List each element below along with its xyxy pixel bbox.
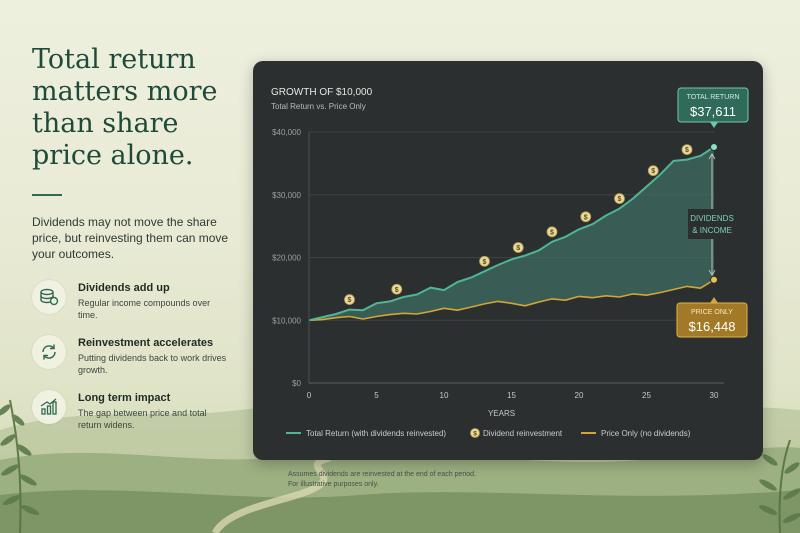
dollar-coin-icon xyxy=(614,193,625,204)
feature-description: Regular income compounds over time. xyxy=(78,298,211,320)
dollar-coin-icon xyxy=(479,255,490,267)
feature-title: Dividends add up xyxy=(78,282,170,294)
chart-title: GROWTH OF $10,000 xyxy=(271,87,373,98)
headline-divider xyxy=(32,194,62,196)
feature-title: Long term impact xyxy=(78,392,171,404)
dollar-coin-icon xyxy=(546,226,558,238)
arrow-up-icon xyxy=(708,152,716,160)
y-tick-label: $20,000 xyxy=(272,254,301,263)
fern-right-icon xyxy=(758,439,800,533)
footnote: Assumes dividends are reinvested at the … xyxy=(288,470,476,490)
arrow-down-icon xyxy=(708,269,716,277)
dividend-marker-symbol: $ xyxy=(618,196,622,203)
page-headline: Total return matters more than share pri… xyxy=(32,44,218,171)
price-only-label: PRICE ONLY xyxy=(691,309,733,316)
feature-item: Dividends add up Regular income compound… xyxy=(32,280,232,321)
x-tick-label: 5 xyxy=(374,391,379,400)
callout-pointer xyxy=(710,297,718,303)
dividend-marker-symbol: $ xyxy=(550,229,554,236)
y-tick-label: $0 xyxy=(292,379,301,388)
legend-label: Total Return (with dividends reinvested) xyxy=(306,429,446,438)
legend-symbol: $ xyxy=(473,431,477,438)
x-tick-label: 10 xyxy=(440,391,449,400)
dividend-marker-symbol: $ xyxy=(395,287,399,294)
x-tick-label: 25 xyxy=(642,391,651,400)
x-tick-label: 15 xyxy=(507,391,516,400)
dollar-coin-icon xyxy=(647,165,659,177)
legend-item-dividend: $ Dividend reinvestment xyxy=(470,428,563,438)
legend-item-price-only: Price Only (no dividends) xyxy=(581,429,691,438)
total-return-line xyxy=(308,146,715,322)
dividend-marker-symbol: $ xyxy=(483,259,487,266)
legend-item-total-return: Total Return (with dividends reinvested) xyxy=(286,429,446,438)
dollar-coin-icon xyxy=(580,211,592,223)
bar-growth-icon xyxy=(32,390,66,424)
y-tick-label: $30,000 xyxy=(272,191,301,200)
gap-label: & INCOME xyxy=(692,226,732,235)
x-axis-label: YEARS xyxy=(488,409,515,418)
dividend-gap-area xyxy=(309,147,714,321)
dollar-coin-icon xyxy=(391,283,403,295)
legend-label: Price Only (no dividends) xyxy=(601,429,691,438)
feature-description: Putting dividends back to work drives gr… xyxy=(78,353,227,375)
dividend-marker: $ xyxy=(546,226,558,238)
total-return-value: $37,611 xyxy=(690,104,736,119)
price-only-value: $16,448 xyxy=(689,319,736,334)
feature-title: Reinvestment accelerates xyxy=(78,337,214,349)
refresh-arrows-icon xyxy=(32,335,66,369)
price-only-endpoint xyxy=(710,275,718,284)
x-tick-label: 20 xyxy=(575,391,584,400)
total-return-endpoint xyxy=(710,142,718,151)
dividend-marker: $ xyxy=(391,283,403,295)
chart-card: GROWTH OF $10,000 Total Return vs. Price… xyxy=(253,61,763,460)
price-only-line xyxy=(308,279,715,322)
feature-description: The gap between price and total return w… xyxy=(78,408,207,430)
footnote-line: Assumes dividends are reinvested at the … xyxy=(288,471,476,478)
dividend-marker: $ xyxy=(647,165,659,177)
dividend-marker-symbol: $ xyxy=(584,214,588,221)
callout-pointer xyxy=(710,122,718,128)
price-only-callout: PRICE ONLY $16,448 xyxy=(676,297,748,338)
coins-icon xyxy=(32,280,66,314)
dividend-marker-symbol: $ xyxy=(348,297,352,304)
total-return-callout: TOTAL RETURN $37,611 xyxy=(677,87,749,128)
dividend-marker: $ xyxy=(479,255,490,267)
dividend-marker: $ xyxy=(681,144,693,156)
fern-left-icon xyxy=(0,399,40,533)
feature-item: Reinvestment accelerates Putting dividen… xyxy=(32,335,232,376)
left-panel: Total return matters more than share pri… xyxy=(32,44,232,445)
dividend-marker-symbol: $ xyxy=(685,147,689,154)
dividend-marker: $ xyxy=(614,193,625,204)
y-tick-label: $10,000 xyxy=(272,316,301,325)
x-tick-label: 0 xyxy=(307,391,312,400)
price-only-box xyxy=(676,302,748,338)
chart-subtitle: Total Return vs. Price Only xyxy=(271,102,366,111)
feature-item: Long term impact The gap between price a… xyxy=(32,390,232,431)
dividend-marker-symbol: $ xyxy=(651,168,655,175)
dollar-coin-icon xyxy=(681,144,693,156)
dividend-marker: $ xyxy=(580,211,592,223)
gap-label: DIVIDENDS xyxy=(690,214,734,223)
dividend-marker: $ xyxy=(344,294,355,305)
x-tick-label: 30 xyxy=(710,391,719,400)
growth-chart: GROWTH OF $10,000 Total Return vs. Price… xyxy=(271,87,749,438)
dollar-coin-icon xyxy=(512,242,524,253)
dollar-coin-icon xyxy=(470,428,480,438)
gap-label-backdrop xyxy=(688,209,736,239)
y-tick-label: $40,000 xyxy=(272,128,301,137)
dividend-marker: $ xyxy=(512,242,524,253)
dollar-coin-icon xyxy=(344,294,355,305)
dividend-marker-symbol: $ xyxy=(516,245,520,252)
intro-text: Dividends may not move the share price, … xyxy=(32,215,229,261)
total-return-label: TOTAL RETURN xyxy=(687,94,740,101)
footnote-line: For illustrative purposes only. xyxy=(288,481,379,488)
legend-label: Dividend reinvestment xyxy=(483,429,563,438)
